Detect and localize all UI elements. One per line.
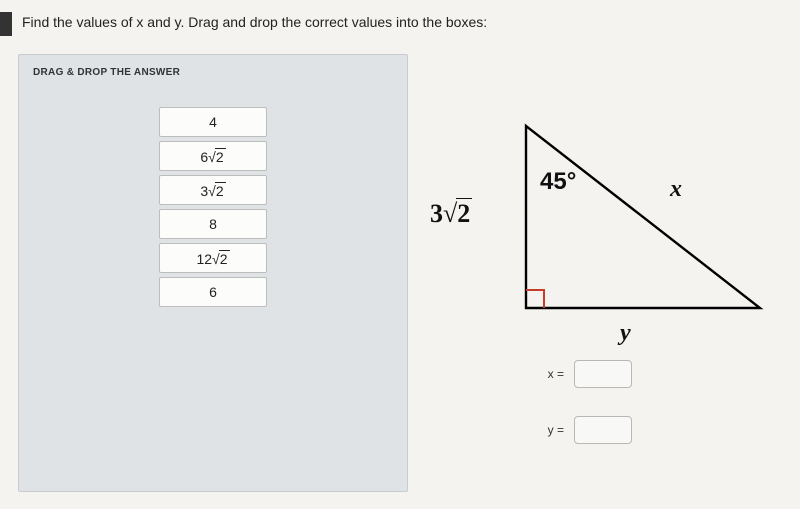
answer-dropzone-y[interactable]	[574, 416, 632, 444]
triangle-y-label: y	[620, 320, 631, 347]
option-item[interactable]: 3√2	[159, 175, 267, 205]
question-text: Find the values of x and y. Drag and dro…	[22, 14, 487, 30]
triangle-x-label: x	[670, 176, 682, 203]
option-value: 8	[209, 216, 217, 232]
answer-row-y: y =	[540, 416, 632, 444]
option-item[interactable]: 8	[159, 209, 267, 239]
option-value: 4	[209, 114, 217, 130]
options-list: 4 6√2 3√2 8 12√2 6	[19, 107, 407, 307]
answer-label-y: y =	[540, 423, 564, 437]
option-item[interactable]: 6	[159, 277, 267, 307]
answer-row-x: x =	[540, 360, 632, 388]
answer-dropzone-x[interactable]	[574, 360, 632, 388]
option-value: 6	[209, 284, 217, 300]
answer-rows: x = y =	[540, 360, 632, 444]
header-accent	[0, 12, 12, 36]
triangle-angle-label: 45°	[540, 168, 576, 196]
option-value: 12√2	[196, 250, 229, 267]
option-value: 3√2	[200, 182, 225, 199]
answer-label-x: x =	[540, 367, 564, 381]
panel-title: DRAG & DROP THE ANSWER	[33, 67, 180, 78]
triangle-diagram: 3√2 45° x y	[430, 90, 780, 330]
option-value: 6√2	[200, 148, 225, 165]
option-item[interactable]: 6√2	[159, 141, 267, 171]
answer-panel: DRAG & DROP THE ANSWER 4 6√2 3√2 8 12√2 …	[18, 54, 408, 492]
option-item[interactable]: 12√2	[159, 243, 267, 273]
option-item[interactable]: 4	[159, 107, 267, 137]
triangle-left-label: 3√2	[430, 198, 472, 229]
triangle-svg	[430, 90, 780, 330]
